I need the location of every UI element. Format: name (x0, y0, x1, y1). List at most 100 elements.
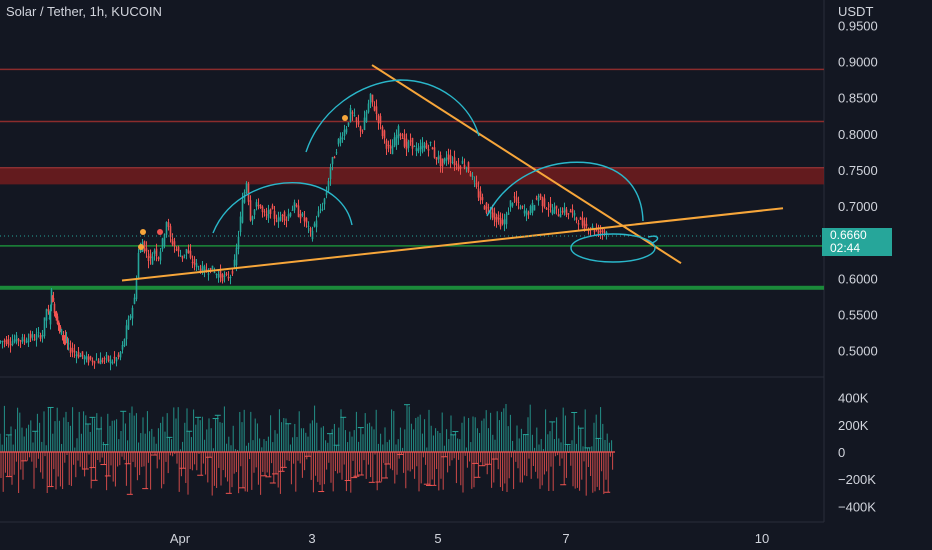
candle-body (261, 206, 264, 212)
chart-title: Solar / Tether, 1h, KUCOIN (6, 4, 162, 19)
right-shoulder-arc[interactable] (486, 161, 644, 222)
candle-body (391, 146, 394, 155)
candle-body (47, 309, 50, 312)
candle-body (451, 161, 454, 163)
candle-body (197, 266, 200, 268)
candle-body (367, 103, 370, 113)
candle-body (19, 340, 22, 342)
candle-body (263, 211, 266, 213)
candle-body (195, 263, 198, 267)
volume-tick-label: 400K (838, 391, 869, 406)
candle-body (39, 335, 42, 339)
candle-body (119, 351, 122, 358)
candle-body (57, 320, 60, 326)
apex-tail[interactable] (647, 235, 659, 244)
candle-body (553, 207, 556, 214)
candle-body (217, 274, 220, 278)
candle-body (62, 334, 65, 338)
candle-body (111, 361, 114, 364)
left-shoulder-arc[interactable] (212, 181, 353, 234)
candle-body (279, 216, 282, 221)
volume-tick-label: 0 (838, 445, 845, 460)
marker-orange-dot (140, 229, 146, 235)
candle-body (359, 126, 362, 131)
candle-body (101, 360, 104, 363)
candle-body (591, 226, 594, 229)
candle-body (211, 265, 214, 270)
candle-body (257, 204, 260, 206)
candle-body (85, 355, 88, 360)
candle-body (461, 160, 464, 164)
candle-body (163, 234, 166, 246)
candle-body (267, 210, 270, 218)
candle-body (99, 358, 102, 365)
volume-axis[interactable]: 400K 200K 0 −200K −400K (838, 391, 876, 515)
candle-body (215, 273, 218, 275)
candle-body (341, 137, 344, 140)
candle-body (365, 111, 368, 122)
candle-body (229, 276, 232, 278)
candle-body (77, 351, 80, 358)
candle-body (48, 317, 51, 319)
candle-body (265, 214, 268, 216)
candle-body (241, 199, 244, 223)
candle-body (133, 297, 136, 304)
candle-body (465, 167, 468, 169)
candle-body (273, 210, 276, 219)
price-axis-unit: USDT (838, 4, 873, 19)
candle-body (519, 206, 522, 209)
candle-body (89, 356, 92, 360)
candle-body (223, 275, 226, 277)
candle-body (573, 212, 576, 216)
candle-body (555, 205, 558, 209)
time-axis[interactable]: Apr 3 5 7 10 (170, 531, 769, 546)
candle-body (285, 219, 288, 221)
candle-body (255, 202, 258, 207)
candle-body (50, 289, 53, 306)
candle-body (277, 217, 280, 223)
candle-body (457, 164, 460, 170)
price-tick-label: 0.9500 (838, 18, 878, 33)
descending-trendline (371, 64, 682, 265)
candle-body (577, 222, 580, 225)
candle-body (325, 192, 328, 196)
candle-body (64, 336, 67, 340)
trendlines[interactable] (121, 64, 784, 282)
candle-body (427, 148, 430, 151)
candle-body (221, 274, 224, 282)
candle-body (523, 210, 526, 214)
candle-body (283, 211, 286, 221)
candle-body (425, 143, 428, 149)
candle-body (445, 157, 448, 161)
candle-body (295, 204, 298, 207)
candle-body (55, 312, 58, 321)
candle-body (43, 317, 46, 337)
candle-body (161, 238, 164, 250)
candle-body (605, 231, 608, 235)
candle-body (443, 158, 446, 163)
price-tick-label: 0.8500 (838, 91, 878, 106)
volume-tick-label: 200K (838, 418, 869, 433)
price-pane[interactable] (0, 0, 824, 376)
candle-body (495, 217, 498, 223)
candle-body (431, 147, 434, 150)
candle-body (113, 356, 116, 359)
candle-body (125, 325, 128, 340)
head-arc[interactable] (305, 79, 480, 153)
candle-body (105, 354, 108, 357)
candle-body (219, 270, 222, 278)
candle-body (83, 356, 86, 360)
apex-ellipse[interactable] (570, 233, 656, 263)
candle-body (405, 138, 408, 150)
candle-body (543, 198, 546, 208)
price-tick-label: 0.7500 (838, 163, 878, 178)
candle-body (129, 315, 132, 319)
price-axis[interactable]: USDT 0.9500 0.9000 0.8500 0.8000 0.7500 0.700… (838, 4, 878, 359)
annotation-arcs[interactable] (212, 79, 659, 263)
candle-body (399, 133, 402, 137)
candle-body (349, 108, 352, 122)
candle-body (271, 205, 274, 210)
candle-body (467, 162, 470, 172)
candle-body (165, 222, 168, 235)
